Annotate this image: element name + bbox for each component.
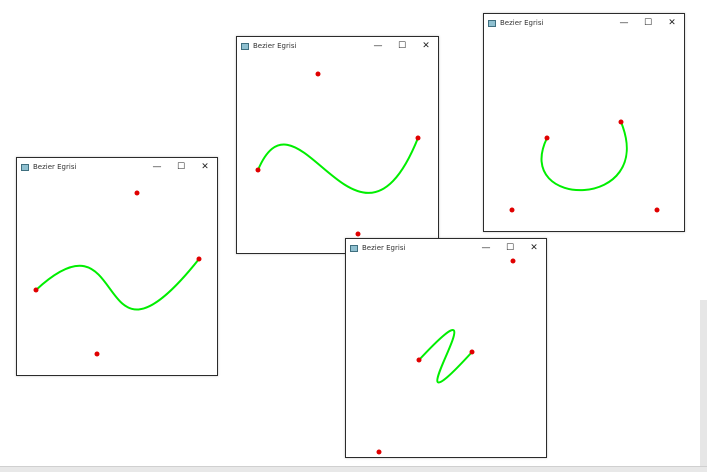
title-bar[interactable]: Bezier Egrisi — ☐ ✕ [484,14,684,32]
minimize-button[interactable]: — [152,162,162,172]
app-window-icon [21,163,29,171]
maximize-button[interactable]: ☐ [397,41,407,51]
close-button[interactable]: ✕ [668,18,676,28]
bezier-drawing [376,258,516,455]
app-window-icon [350,244,358,252]
control-point[interactable] [415,135,421,141]
taskbar-edge [0,466,707,472]
minimize-button[interactable]: — [619,18,629,28]
bezier-window-1: Bezier Egrisi — ☐ ✕ [16,157,218,376]
control-point[interactable] [196,256,202,262]
control-point[interactable] [509,207,515,213]
close-button[interactable]: ✕ [530,243,538,253]
window-controls: — ☐ ✕ [145,158,217,176]
control-point[interactable] [315,71,321,77]
window-controls: — ☐ ✕ [612,14,684,32]
title-bar[interactable]: Bezier Egrisi — ☐ ✕ [17,158,217,176]
window-controls: — ☐ ✕ [474,239,546,257]
bezier-curve [257,137,419,194]
drawing-canvas[interactable] [237,55,438,253]
minimize-button[interactable]: — [373,41,383,51]
bezier-drawing [33,190,202,357]
control-point[interactable] [33,287,39,293]
control-point[interactable] [618,119,624,125]
control-point[interactable] [94,351,100,357]
control-point[interactable] [469,349,475,355]
control-point[interactable] [376,449,382,455]
control-point[interactable] [355,231,361,237]
title-bar[interactable]: Bezier Egrisi — ☐ ✕ [346,239,546,257]
bezier-window-4: Bezier Egrisi — ☐ ✕ [345,238,547,458]
maximize-button[interactable]: ☐ [643,18,653,28]
close-button[interactable]: ✕ [201,162,209,172]
bezier-window-2: Bezier Egrisi — ☐ ✕ [236,36,439,254]
background-panel-edge [700,300,707,466]
window-controls: — ☐ ✕ [366,37,438,55]
bezier-curve [418,329,473,384]
maximize-button[interactable]: ☐ [505,243,515,253]
title-bar[interactable]: Bezier Egrisi — ☐ ✕ [237,37,438,55]
control-point[interactable] [510,258,516,264]
bezier-drawing [255,71,421,237]
app-window-icon [488,19,496,27]
control-point[interactable] [544,135,550,141]
window-title: Bezier Egrisi [362,244,406,252]
drawing-canvas[interactable] [17,176,217,375]
window-title: Bezier Egrisi [500,19,544,27]
bezier-drawing [509,119,660,213]
bezier-curve [35,258,200,311]
control-point[interactable] [134,190,140,196]
control-point[interactable] [654,207,660,213]
control-point[interactable] [255,167,261,173]
window-title: Bezier Egrisi [33,163,77,171]
maximize-button[interactable]: ☐ [176,162,186,172]
app-window-icon [241,42,249,50]
close-button[interactable]: ✕ [422,41,430,51]
window-title: Bezier Egrisi [253,42,297,50]
drawing-canvas[interactable] [484,32,684,231]
bezier-curve [540,121,628,191]
control-point[interactable] [416,357,422,363]
minimize-button[interactable]: — [481,243,491,253]
drawing-canvas[interactable] [346,257,546,457]
bezier-window-3: Bezier Egrisi — ☐ ✕ [483,13,685,232]
